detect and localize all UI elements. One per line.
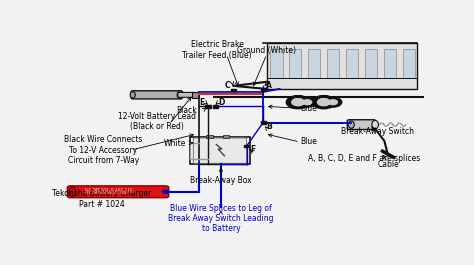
Circle shape: [286, 96, 310, 109]
Text: Break-Away Switch: Break-Away Switch: [340, 127, 413, 136]
Ellipse shape: [177, 91, 184, 99]
FancyBboxPatch shape: [267, 43, 418, 89]
Circle shape: [319, 99, 329, 104]
Bar: [205, 105, 210, 108]
FancyBboxPatch shape: [403, 49, 415, 78]
FancyBboxPatch shape: [223, 135, 229, 138]
FancyBboxPatch shape: [308, 49, 320, 78]
Text: Blue: Blue: [300, 104, 317, 113]
Circle shape: [293, 99, 303, 104]
Text: Break-Away Box: Break-Away Box: [190, 176, 252, 185]
Text: D: D: [218, 98, 224, 107]
FancyBboxPatch shape: [67, 186, 169, 198]
Text: Black Wire Connects
To 12-V Accessory
Circuit from 7-Way: Black Wire Connects To 12-V Accessory Ci…: [64, 135, 143, 165]
FancyBboxPatch shape: [131, 91, 182, 99]
Text: Tekonsha Battery Charger
Part # 1024: Tekonsha Battery Charger Part # 1024: [52, 189, 151, 209]
Circle shape: [293, 99, 303, 104]
FancyBboxPatch shape: [327, 49, 339, 78]
Circle shape: [324, 97, 342, 107]
Text: Ground (White): Ground (White): [237, 46, 296, 55]
Bar: [261, 121, 266, 124]
Ellipse shape: [372, 120, 378, 129]
Text: C: C: [225, 81, 231, 90]
Circle shape: [292, 99, 304, 106]
Text: A, B, C, D, E and F are splices: A, B, C, D, E and F are splices: [308, 154, 420, 163]
Text: Blue Wire Splices to Leg of
Break Away Switch Leading
to Battery: Blue Wire Splices to Leg of Break Away S…: [168, 204, 273, 233]
Text: A: A: [266, 81, 272, 90]
FancyBboxPatch shape: [271, 49, 283, 78]
Circle shape: [313, 96, 334, 107]
FancyBboxPatch shape: [193, 138, 246, 164]
Circle shape: [288, 96, 308, 107]
Text: Blue: Blue: [300, 138, 317, 147]
Circle shape: [288, 96, 308, 107]
Ellipse shape: [69, 187, 76, 197]
Bar: [231, 89, 237, 91]
FancyBboxPatch shape: [178, 92, 194, 97]
Circle shape: [312, 96, 336, 109]
Circle shape: [319, 99, 329, 104]
Text: White: White: [164, 139, 186, 148]
Bar: [244, 145, 249, 148]
Circle shape: [313, 96, 334, 107]
Text: Cable: Cable: [377, 160, 399, 169]
Text: Electric Brake
Trailer Feed (Blue): Electric Brake Trailer Feed (Blue): [182, 41, 252, 60]
FancyBboxPatch shape: [347, 120, 375, 130]
FancyBboxPatch shape: [365, 49, 377, 78]
Circle shape: [163, 190, 169, 193]
Text: US PAT NO. 6,160,515: US PAT NO. 6,160,515: [85, 188, 133, 192]
FancyBboxPatch shape: [289, 49, 301, 78]
Text: Black: Black: [176, 106, 197, 115]
Ellipse shape: [348, 121, 354, 128]
Text: 12-Volt Battery Lead
(Black or Red): 12-Volt Battery Lead (Black or Red): [118, 112, 196, 131]
FancyBboxPatch shape: [206, 135, 213, 138]
Bar: [261, 89, 266, 91]
Circle shape: [299, 97, 316, 107]
Text: E: E: [200, 98, 205, 107]
Text: B: B: [266, 122, 272, 131]
FancyBboxPatch shape: [192, 92, 199, 98]
FancyBboxPatch shape: [384, 49, 396, 78]
Text: F: F: [251, 145, 256, 154]
Circle shape: [318, 99, 330, 106]
FancyBboxPatch shape: [190, 137, 250, 164]
Circle shape: [328, 100, 337, 105]
Text: NY PATENTADO 200***: NY PATENTADO 200***: [85, 191, 134, 195]
Circle shape: [303, 100, 311, 105]
FancyBboxPatch shape: [346, 49, 358, 78]
Ellipse shape: [130, 92, 135, 98]
Bar: [213, 105, 218, 108]
